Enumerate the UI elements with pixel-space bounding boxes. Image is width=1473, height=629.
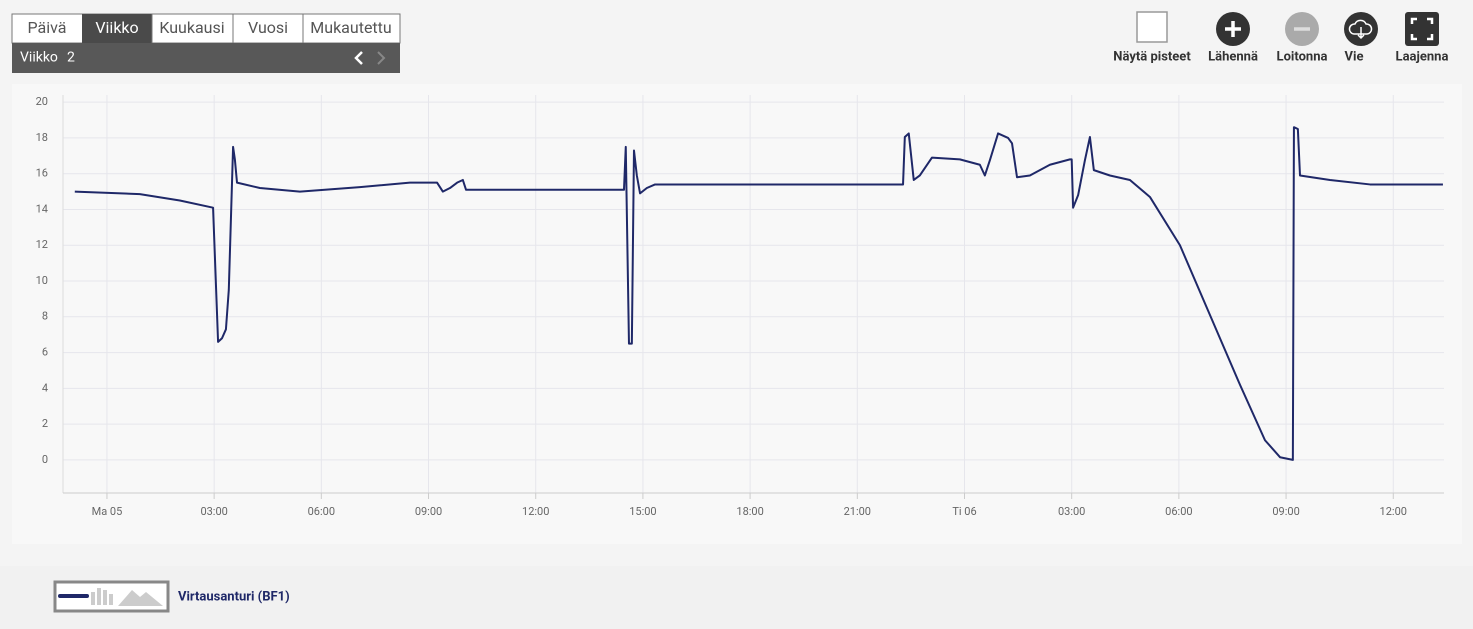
x-tick-label: 03:00 bbox=[200, 505, 227, 518]
x-tick-label: 12:00 bbox=[1380, 505, 1407, 518]
series-line bbox=[74, 126, 1443, 461]
area-icon bbox=[118, 590, 163, 606]
tool-label: Loitonna bbox=[1277, 49, 1328, 64]
x-tick-label: 18:00 bbox=[736, 505, 763, 518]
y-tick-label: 16 bbox=[36, 167, 48, 180]
y-tick-label: 2 bbox=[42, 417, 48, 430]
expand-icon bbox=[1410, 17, 1434, 41]
x-tick-label: 15:00 bbox=[629, 505, 656, 518]
tab[interactable]: Vuosi bbox=[248, 18, 288, 37]
show-points-checkbox[interactable] bbox=[1136, 11, 1168, 43]
x-tick-label: 03:00 bbox=[1058, 505, 1085, 518]
tool-label: Vie bbox=[1345, 49, 1364, 64]
tool-label: Lähennä bbox=[1208, 49, 1258, 64]
tab[interactable]: Kuukausi bbox=[159, 18, 224, 37]
x-tick-label: Ma 05 bbox=[92, 505, 123, 518]
y-tick-label: 18 bbox=[36, 131, 48, 144]
expand-button[interactable] bbox=[1405, 12, 1439, 46]
tab-active[interactable]: Viikko bbox=[95, 18, 138, 37]
tab[interactable]: Päivä bbox=[28, 18, 67, 37]
y-tick-label: 20 bbox=[36, 95, 48, 108]
tab[interactable]: Mukautettu bbox=[310, 18, 391, 37]
x-tick-label: 09:00 bbox=[415, 505, 442, 518]
period-number: 2 bbox=[67, 50, 75, 66]
x-tick-label: 09:00 bbox=[1272, 505, 1299, 518]
x-tick-label: 06:00 bbox=[1165, 505, 1192, 518]
y-tick-label: 4 bbox=[42, 381, 48, 394]
x-tick-label: 21:00 bbox=[844, 505, 871, 518]
tool-label: Näytä pisteet bbox=[1113, 49, 1191, 64]
y-tick-label: 12 bbox=[36, 238, 48, 251]
cloud-icon bbox=[1348, 19, 1373, 40]
y-tick-label: 10 bbox=[36, 274, 48, 287]
y-tick-label: 8 bbox=[42, 310, 48, 323]
y-tick-label: 6 bbox=[42, 345, 48, 358]
legend-area bbox=[0, 566, 1473, 629]
plus-icon bbox=[1225, 21, 1241, 37]
tool-label: Laajenna bbox=[1396, 49, 1449, 64]
prev-arrow[interactable] bbox=[354, 51, 363, 65]
chart-panel bbox=[12, 84, 1462, 544]
plot: 0 2 4 6 8 10 12 14 16 18 20 Ma 05 03:00 06:00 09:00 12:… bbox=[36, 95, 1444, 518]
bar-icon bbox=[91, 588, 113, 605]
x-tick-label: 12:00 bbox=[522, 505, 549, 518]
period-label: Viikko bbox=[20, 50, 58, 66]
tab-bar bbox=[11, 13, 401, 44]
next-arrow[interactable] bbox=[377, 51, 386, 65]
y-tick-label: 14 bbox=[36, 202, 48, 215]
legend-label: Virtausanturi (BF1) bbox=[178, 589, 290, 604]
x-tick-label: Ti 06 bbox=[952, 505, 976, 518]
y-tick-label: 0 bbox=[42, 453, 48, 466]
active-tab-bg bbox=[82, 14, 152, 43]
period-bar bbox=[12, 43, 400, 73]
x-tick-label: 06:00 bbox=[308, 505, 335, 518]
